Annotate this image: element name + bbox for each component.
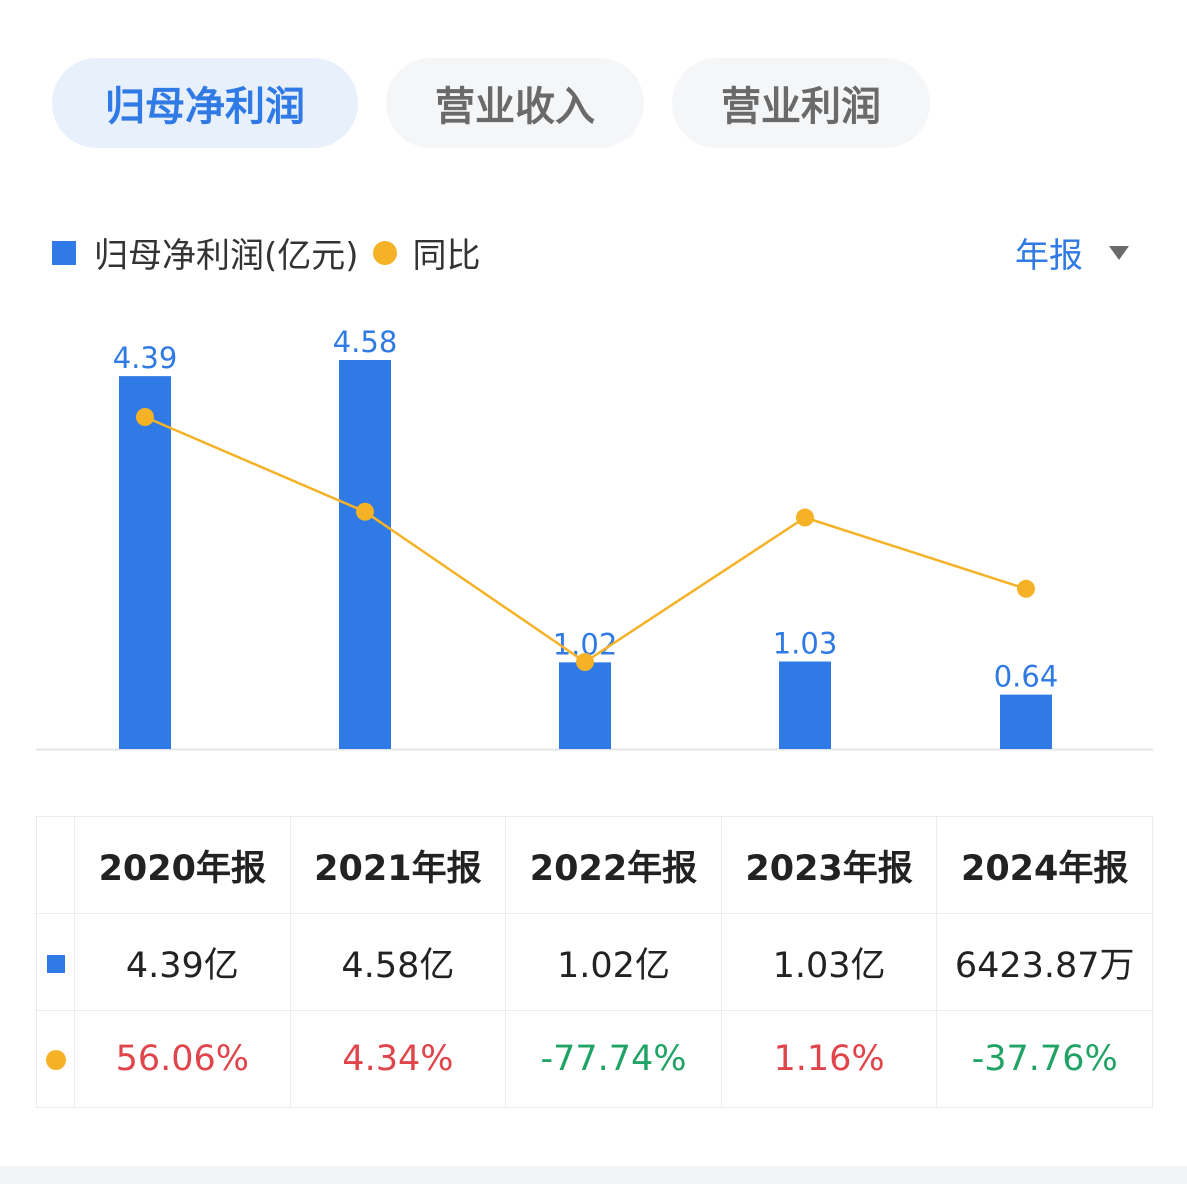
bar-legend-square-icon [52, 240, 76, 265]
caret-down-icon [1109, 245, 1129, 260]
table-header-cell: 2022年报 [505, 816, 722, 914]
yoy-point [796, 508, 814, 527]
table-header-cell: 2024年报 [936, 816, 1153, 914]
value-cell: 4.39亿 [74, 913, 291, 1011]
tab-operating-profit[interactable]: 营业利润 [672, 58, 930, 148]
bar-value-label: 4.39 [113, 341, 178, 375]
bar-line-chart: 4.39 4.581.02 1.030.64 [36, 325, 1153, 751]
yoy-cell: -77.74% [505, 1010, 722, 1108]
yoy-line [144, 415, 1027, 664]
yoy-point [356, 502, 374, 521]
tab-revenue[interactable]: 营业收入 [386, 58, 644, 148]
line-dot-icon [45, 1050, 66, 1070]
bar [779, 661, 831, 749]
bar-value-label: 4.58 [333, 325, 398, 359]
value-cell: 1.03亿 [720, 913, 938, 1011]
bar [1000, 694, 1052, 749]
yoy-point [576, 653, 594, 671]
table-header-cell: 2021年报 [289, 816, 507, 914]
line-legend-dot-icon [372, 240, 397, 265]
bar [119, 376, 171, 749]
yoy-point [1017, 579, 1035, 598]
bar-value-label: 1.03 [773, 627, 838, 661]
table-corner-cell [36, 816, 75, 914]
bottom-divider [0, 1166, 1187, 1184]
value-cell: 1.02亿 [505, 913, 722, 1011]
tab-net-profit[interactable]: 归母净利润 [52, 58, 358, 148]
bar [339, 360, 391, 749]
row-marker-cell [36, 1010, 75, 1108]
table-row-values: 4.39亿 4.58亿 1.02亿 1.03亿 6423.87万 [36, 913, 1153, 1011]
bar-square-icon [46, 955, 65, 973]
bar [559, 662, 611, 749]
table-header-row: 2020年报 2021年报 2022年报 2023年报 2024年报 [36, 816, 1153, 914]
period-selector-label: 年报 [1015, 236, 1083, 276]
bar-value-label: 0.64 [994, 660, 1059, 694]
period-selector[interactable]: 年报 [1015, 228, 1129, 277]
yoy-cell: 1.16% [720, 1010, 938, 1108]
data-table: 2020年报 2021年报 2022年报 2023年报 2024年报 4.39亿… [36, 816, 1153, 1108]
table-header-cell: 2023年报 [720, 816, 938, 914]
table-header-cell: 2020年报 [74, 816, 291, 914]
value-cell: 4.58亿 [289, 913, 507, 1011]
yoy-cell: 56.06% [74, 1010, 291, 1108]
row-marker-cell [36, 913, 75, 1011]
yoy-cell: 4.34% [289, 1010, 507, 1108]
table-row-yoy: 56.06% 4.34% -77.74% 1.16% -37.76% [36, 1010, 1153, 1108]
value-cell: 6423.87万 [936, 913, 1153, 1011]
line-legend-label: 同比 [412, 236, 481, 276]
yoy-cell: -37.76% [936, 1010, 1153, 1108]
metric-tabs: 归母净利润 营业收入 营业利润 [52, 58, 930, 148]
bar-legend-label: 归母净利润(亿元) [94, 236, 359, 276]
chart-legend: 归母净利润(亿元) 同比 [52, 228, 481, 277]
yoy-point [136, 408, 154, 426]
